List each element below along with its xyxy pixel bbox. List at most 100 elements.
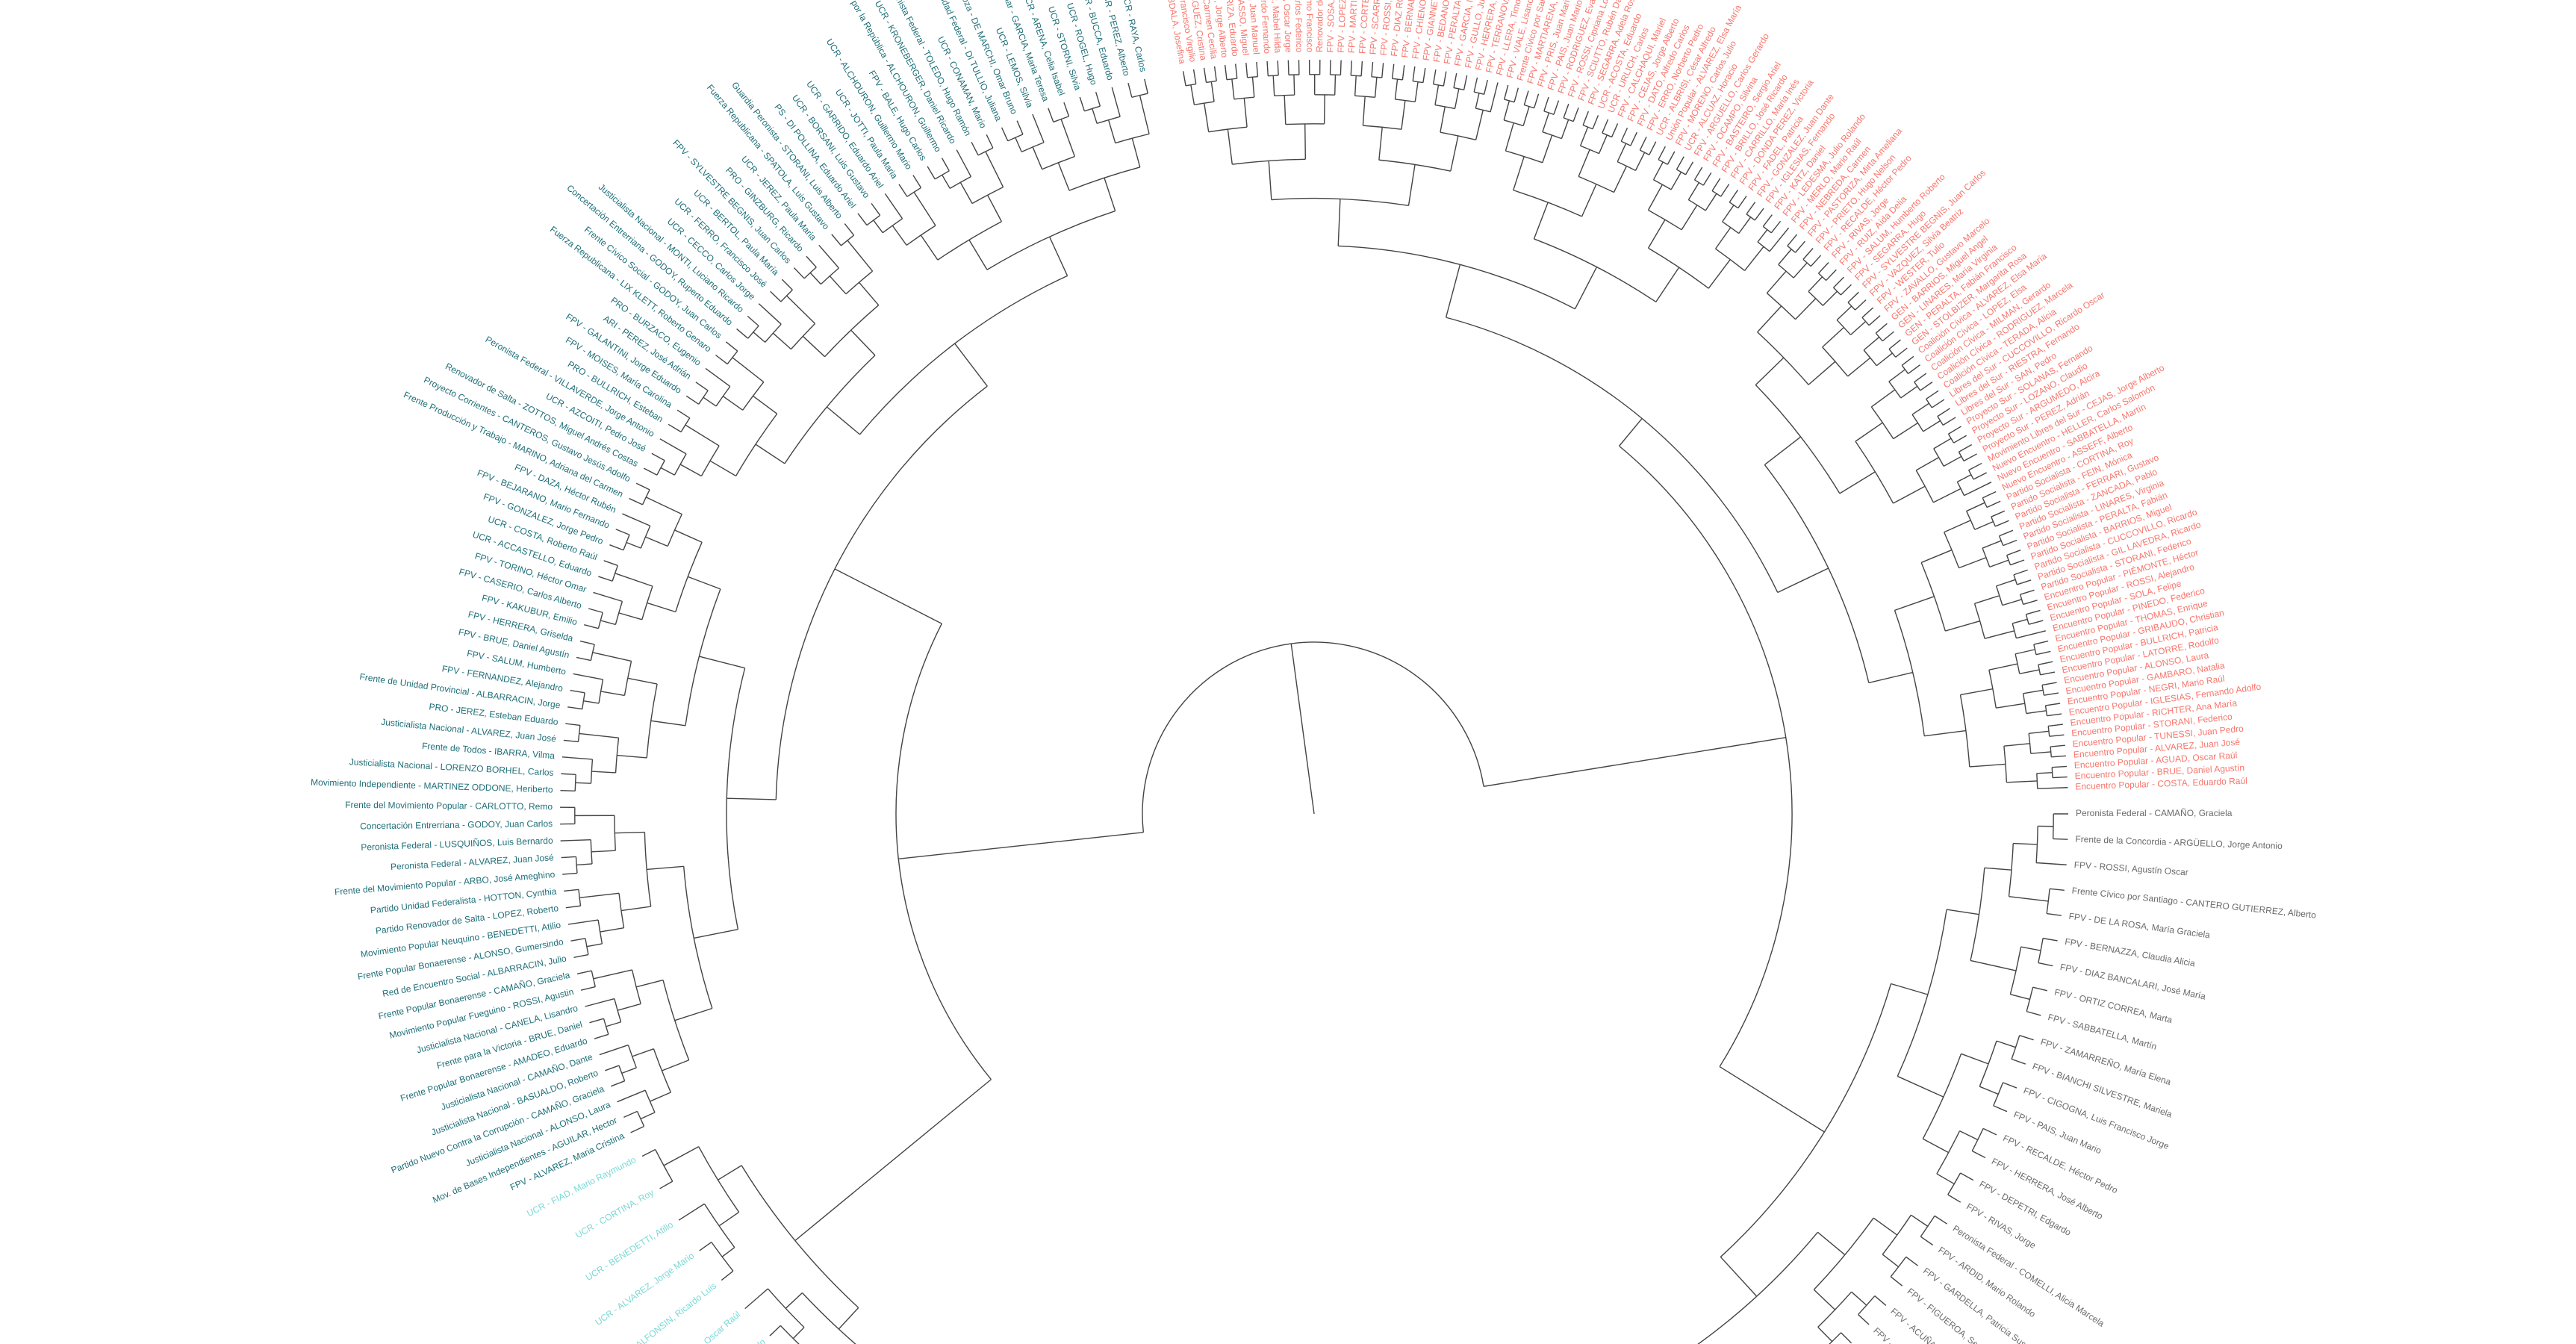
branch-arc [1285,123,1325,125]
branch-segment [1897,1075,1944,1098]
branch-segment [1875,323,1888,334]
branch-segment [1658,146,1666,161]
branch-segment [599,1044,629,1056]
branch-segment [1882,331,1894,342]
leaf-label: FPV - BIANCHI SILVESTRE, Mariela [2031,1061,2174,1120]
branch-arc [1855,441,1894,504]
branch-segment [1971,1150,1986,1159]
branch-segment [2006,550,2021,556]
branch-arc [934,170,950,180]
branch-segment [744,1288,768,1310]
branch-segment [956,149,972,177]
branch-segment [1794,240,1805,253]
branch-segment [1391,63,1395,79]
branch-segment [640,1112,656,1120]
leaf-label: FPV - SOSA, Carlos Alberto [1325,0,1337,52]
branch-segment [1304,123,1307,160]
branch-segment [617,1089,646,1103]
branch-arc [1475,108,1491,113]
branch-segment [565,723,581,727]
branch-segment [1613,166,1628,193]
branch-arc [1870,406,1894,440]
branch-arc [1446,317,1779,593]
branch-segment [1334,75,1337,96]
leaf-label: Peronista Federal - CAMAÑO, Graciela [2076,808,2233,818]
branch-segment [1957,474,1972,482]
branch-arc [1640,149,1650,155]
branch-arc [2003,746,2008,783]
branch-segment [643,467,658,476]
branch-arc [1271,197,1409,207]
branch-arc [574,774,576,791]
branch-segment [2017,579,2032,585]
branch-segment [1340,60,1342,75]
branch-segment [627,677,658,685]
branch-arc [1351,75,1362,77]
leaf-label: FPV - HERRERA, José Alberto [1990,1156,2105,1222]
branch-segment [1611,123,1619,137]
branch-segment [579,892,620,899]
branch-segment [1231,78,1235,99]
leaf-label: Peronista Federal - LUSQUIÑOS, Luis Bern… [361,836,553,853]
branch-segment [650,1092,671,1102]
branch-segment [1873,1217,1898,1236]
branch-segment [2026,609,2041,615]
branch-segment [1079,96,1086,112]
branch-arc [1982,547,1991,567]
branch-segment [1213,66,1217,81]
branch-segment [1337,199,1341,246]
branch-segment [591,771,616,774]
branch-segment [1412,66,1416,81]
branch-segment [2038,661,2053,665]
branch-arc [2035,826,2038,863]
branch-segment [1968,462,1982,471]
branch-segment [1639,137,1647,151]
branch-segment [594,1033,609,1039]
branch-segment [2052,765,2068,768]
branch-arc [1970,868,1985,961]
branch-segment [912,175,922,188]
branch-arc [1042,155,1075,170]
branch-segment [1766,270,1787,294]
branch-segment [617,1003,641,1011]
branch-segment [1744,246,1764,271]
branch-segment [2016,630,2046,639]
branch-arc [640,525,651,549]
leaf-label: FPV - ARDID, Mario Rolando [1936,1245,2038,1320]
branch-segment [585,998,615,1007]
branch-segment [1687,182,1700,200]
leaf-label: FPV - DEPETRI, Edgardo [1978,1179,2073,1238]
branch-segment [2050,744,2065,747]
branch-segment [561,856,576,859]
branch-segment [662,1060,689,1071]
branch-segment [645,536,668,547]
branch-segment [687,576,721,590]
branch-segment [792,1327,805,1340]
leaf-label: FPV - DE LA ROSA, María Graciela [2068,911,2211,941]
branch-segment [722,396,744,411]
branch-segment [1737,196,1747,209]
branch-segment [1963,453,1977,462]
branch-segment [570,689,585,694]
branch-segment [1095,92,1101,107]
branch-segment [709,460,736,477]
branch-segment [871,202,881,216]
branch-segment [679,464,702,477]
branch-arc [971,186,1004,205]
branch-segment [609,544,624,551]
branch-segment [1996,579,2016,587]
branch-segment [1762,214,1773,227]
branch-segment [579,732,619,738]
branch-arc [585,938,589,955]
branch-segment [645,497,682,515]
branch-arc [1688,199,1706,211]
branch-segment [663,1146,700,1166]
branch-arc [949,175,971,189]
branch-segment [2026,1010,2041,1016]
branch-segment [593,591,623,603]
branch-arc [603,1018,609,1035]
branch-arc [790,323,816,350]
branch-segment [1994,520,2009,527]
